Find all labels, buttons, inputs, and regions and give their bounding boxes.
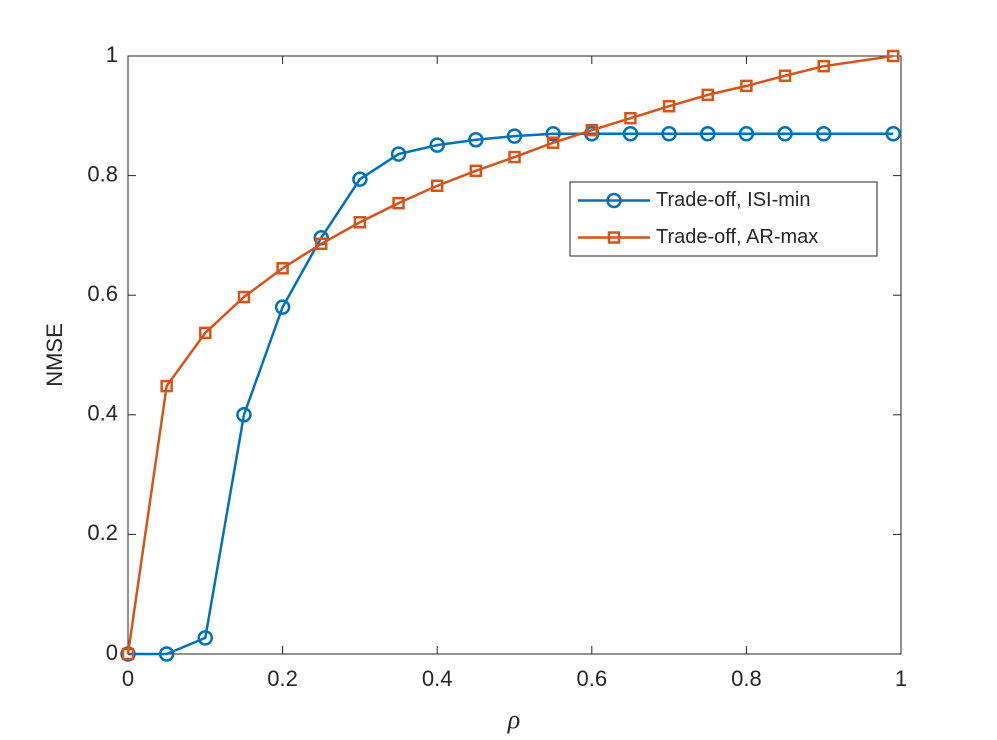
- y-tick-label: 1: [106, 42, 118, 67]
- data-point: [661, 125, 677, 142]
- x-tick-label: 0.2: [267, 666, 298, 691]
- data-point: [390, 146, 407, 162]
- data-point: [121, 647, 135, 661]
- data-point: [236, 407, 252, 423]
- data-point: [662, 99, 676, 113]
- x-tick-label: 0.4: [422, 666, 453, 691]
- data-point: [237, 290, 251, 304]
- x-tick-label: 1: [895, 666, 907, 691]
- data-point: [700, 125, 716, 142]
- legend: Trade-off, ISI-min Trade-off, AR-max: [569, 181, 878, 257]
- legend-box: [569, 181, 878, 257]
- data-point: [506, 128, 523, 144]
- legend-marker: [607, 231, 621, 244]
- data-point: [199, 326, 212, 340]
- axes-box: [127, 55, 902, 655]
- x-axis-label: ρ: [507, 705, 520, 734]
- data-point: [887, 49, 900, 63]
- data-point: [468, 131, 484, 148]
- data-point: [885, 125, 902, 142]
- data-point: [429, 137, 445, 153]
- x-tick-label: 0: [122, 666, 134, 691]
- y-tick-label: 0.2: [87, 520, 118, 545]
- x-tick-label: 0.8: [731, 666, 762, 691]
- plot-area: [128, 56, 901, 654]
- data-point: [352, 171, 368, 187]
- y-tick-label: 0.8: [87, 161, 118, 186]
- data-point: [508, 150, 521, 164]
- legend-marker: [606, 192, 622, 209]
- data-point: [777, 125, 793, 142]
- y-tick-label: 0.6: [87, 281, 118, 306]
- data-point: [584, 125, 600, 142]
- data-point: [274, 299, 291, 315]
- data-point: [778, 69, 792, 82]
- data-point: [353, 215, 367, 229]
- y-axis-label: NMSE: [42, 323, 67, 387]
- data-point: [315, 237, 328, 251]
- data-point: [817, 59, 830, 73]
- legend-label: Trade-off, AR-max: [656, 226, 818, 248]
- data-point: [430, 179, 444, 193]
- data-point: [622, 125, 639, 142]
- data-point: [546, 136, 560, 149]
- data-point: [740, 79, 753, 93]
- x-tick-label: 0.6: [577, 666, 608, 691]
- data-point: [701, 88, 714, 102]
- series-line: [126, 54, 894, 655]
- data-point: [815, 125, 832, 142]
- data-point: [197, 630, 214, 646]
- data-point: [469, 164, 483, 178]
- legend-label: Trade-off, ISI-min: [656, 189, 811, 211]
- y-tick-label: 0: [106, 640, 118, 665]
- data-point: [160, 379, 173, 393]
- data-point: [276, 262, 289, 275]
- data-point: [545, 125, 561, 142]
- y-tick-label: 0.4: [87, 401, 118, 426]
- data-point: [392, 196, 405, 210]
- data-point: [738, 125, 755, 142]
- data-point: [585, 123, 599, 137]
- data-point: [624, 111, 637, 125]
- data-point: [158, 646, 175, 662]
